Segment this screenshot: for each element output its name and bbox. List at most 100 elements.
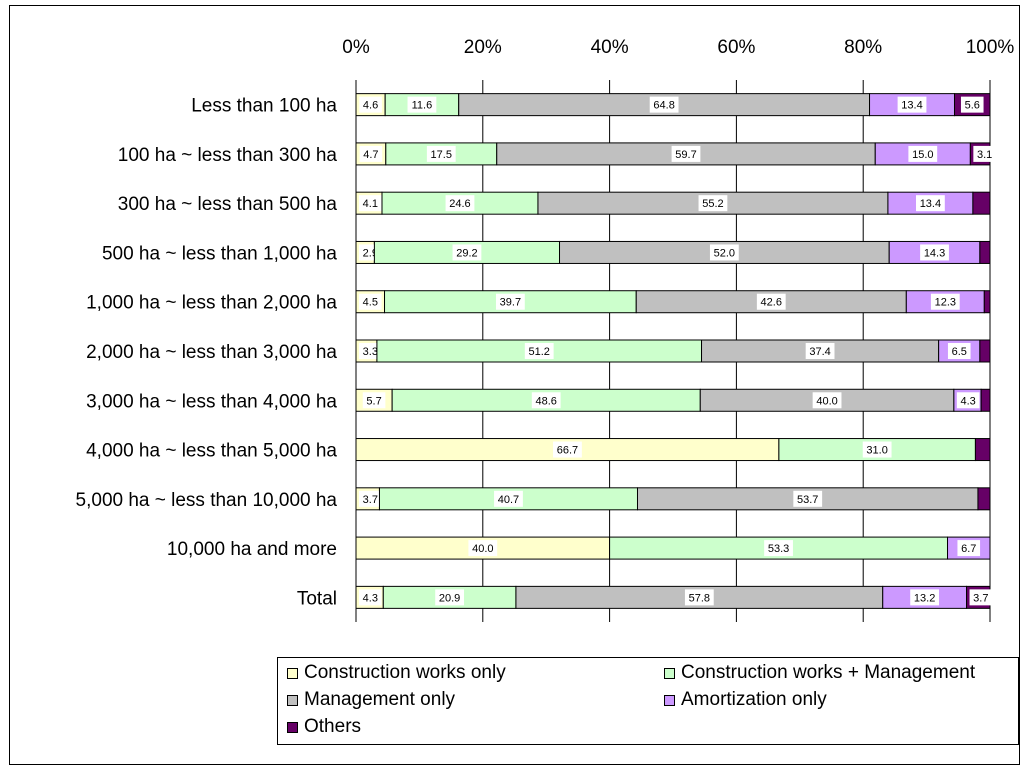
category-label: 3,000 ha ~ less than 4,000 ha — [86, 391, 337, 412]
x-tick-label: 40% — [591, 37, 629, 58]
data-label: 14.3 — [924, 247, 945, 259]
data-label: 3.7 — [973, 592, 988, 604]
data-label-bg — [495, 293, 525, 310]
data-label-bg — [916, 195, 945, 212]
data-label-bg — [908, 145, 938, 162]
data-label: 13.4 — [920, 198, 941, 210]
data-label-bg — [947, 343, 971, 359]
category-label: 300 ha ~ less than 500 ha — [118, 194, 338, 215]
data-label-bg — [426, 145, 456, 162]
data-label: 5.6 — [965, 100, 980, 112]
data-label-bg — [359, 145, 383, 162]
data-label: 4.5 — [363, 297, 378, 309]
data-label: 11.6 — [412, 100, 433, 112]
data-label-bg — [910, 589, 940, 606]
data-label-bg — [956, 392, 980, 409]
data-label: 29.2 — [456, 247, 477, 259]
data-label-bg — [445, 195, 475, 212]
data-label-bg — [468, 540, 498, 557]
data-label: 51.2 — [529, 346, 550, 358]
x-axis-ticks: 0% 20% 40% 60% 80% 100% — [342, 37, 1014, 58]
legend-label: Amortization only — [681, 689, 827, 710]
data-label: 55.2 — [702, 198, 723, 210]
data-label: 40.0 — [816, 395, 837, 407]
legend-swatch — [664, 694, 675, 706]
data-label: 4.1 — [363, 198, 378, 210]
data-label-bg — [930, 293, 960, 310]
legend-item-management-only: Management only — [287, 689, 455, 711]
legend-swatch — [287, 694, 298, 706]
data-label-bg — [920, 244, 949, 261]
data-label-bg — [698, 195, 728, 212]
data-label: 3.1 — [977, 149, 992, 161]
data-label: 13.2 — [914, 592, 935, 604]
data-label: 39.7 — [500, 297, 521, 309]
data-label: 53.3 — [768, 543, 789, 555]
legend-swatch — [287, 721, 298, 733]
bar-segment — [972, 191, 991, 215]
data-label-bg — [862, 441, 892, 458]
data-label: 64.8 — [653, 100, 674, 112]
data-label-bg — [960, 96, 984, 113]
bar-segment — [979, 240, 991, 264]
data-label-bg — [452, 244, 482, 261]
data-label-bg — [359, 293, 382, 310]
category-label: 5,000 ha ~ less than 10,000 ha — [76, 490, 338, 511]
data-label: 4.3 — [961, 395, 976, 407]
data-label-bg — [407, 96, 437, 113]
data-label: 24.6 — [449, 198, 470, 210]
legend-swatch — [287, 667, 298, 679]
data-label-bg — [756, 293, 786, 310]
data-label-bg — [435, 589, 465, 606]
data-label-bg — [359, 589, 382, 606]
data-label-bg — [969, 589, 993, 606]
category-label: 1,000 ha ~ less than 2,000 ha — [86, 293, 337, 314]
category-label: 500 ha ~ less than 1,000 ha — [102, 243, 337, 264]
data-label: 3.3 — [363, 346, 378, 358]
data-label: 42.6 — [761, 297, 782, 309]
category-label: 4,000 ha ~ less than 5,000 ha — [86, 441, 337, 462]
legend-item-others: Others — [287, 716, 361, 738]
x-tick-label: 80% — [844, 37, 882, 58]
legend-swatch — [664, 667, 675, 679]
data-label-bg — [494, 490, 523, 507]
legend-label: Others — [304, 716, 362, 737]
data-label: 20.9 — [439, 592, 460, 604]
bar-segment — [977, 487, 991, 511]
x-tick-label: 60% — [717, 37, 755, 58]
data-label: 66.7 — [557, 445, 578, 457]
data-label-bg — [684, 589, 714, 606]
data-label: 31.0 — [866, 445, 887, 457]
category-label: 100 ha ~ less than 300 ha — [118, 145, 338, 166]
category-labels: Less than 100 ha 100 ha ~ less than 300 h… — [76, 96, 338, 610]
data-label: 15.0 — [912, 149, 933, 161]
category-label: Total — [297, 588, 337, 609]
category-label: 10,000 ha and more — [167, 539, 337, 560]
data-label-bg — [649, 96, 679, 113]
bar-segment — [974, 438, 991, 462]
data-label-bg — [359, 343, 382, 359]
data-label: 59.7 — [675, 149, 696, 161]
legend-label: Construction works only — [304, 662, 506, 683]
data-label: 12.3 — [935, 297, 956, 309]
data-label: 4.6 — [363, 100, 378, 112]
data-label: 40.0 — [472, 543, 493, 555]
data-label: 17.5 — [431, 149, 452, 161]
data-label: 6.7 — [961, 543, 976, 555]
data-label-bg — [553, 441, 582, 458]
legend-label: Management only — [304, 689, 456, 710]
x-tick-label: 20% — [464, 37, 502, 58]
data-label-bg — [524, 343, 554, 359]
data-label: 6.5 — [952, 346, 967, 358]
chart-frame — [9, 5, 1020, 765]
data-label-bg — [764, 540, 793, 557]
data-label: 13.4 — [901, 100, 922, 112]
data-label: 48.6 — [535, 395, 556, 407]
data-label: 53.7 — [797, 494, 818, 506]
bar-segment — [980, 388, 991, 412]
legend-item-construction-management: Construction works + Management — [664, 662, 975, 684]
data-label: 4.7 — [363, 149, 378, 161]
data-label-bg — [957, 540, 981, 557]
data-label-bg — [531, 392, 561, 409]
legend-label: Construction works + Management — [681, 662, 976, 683]
